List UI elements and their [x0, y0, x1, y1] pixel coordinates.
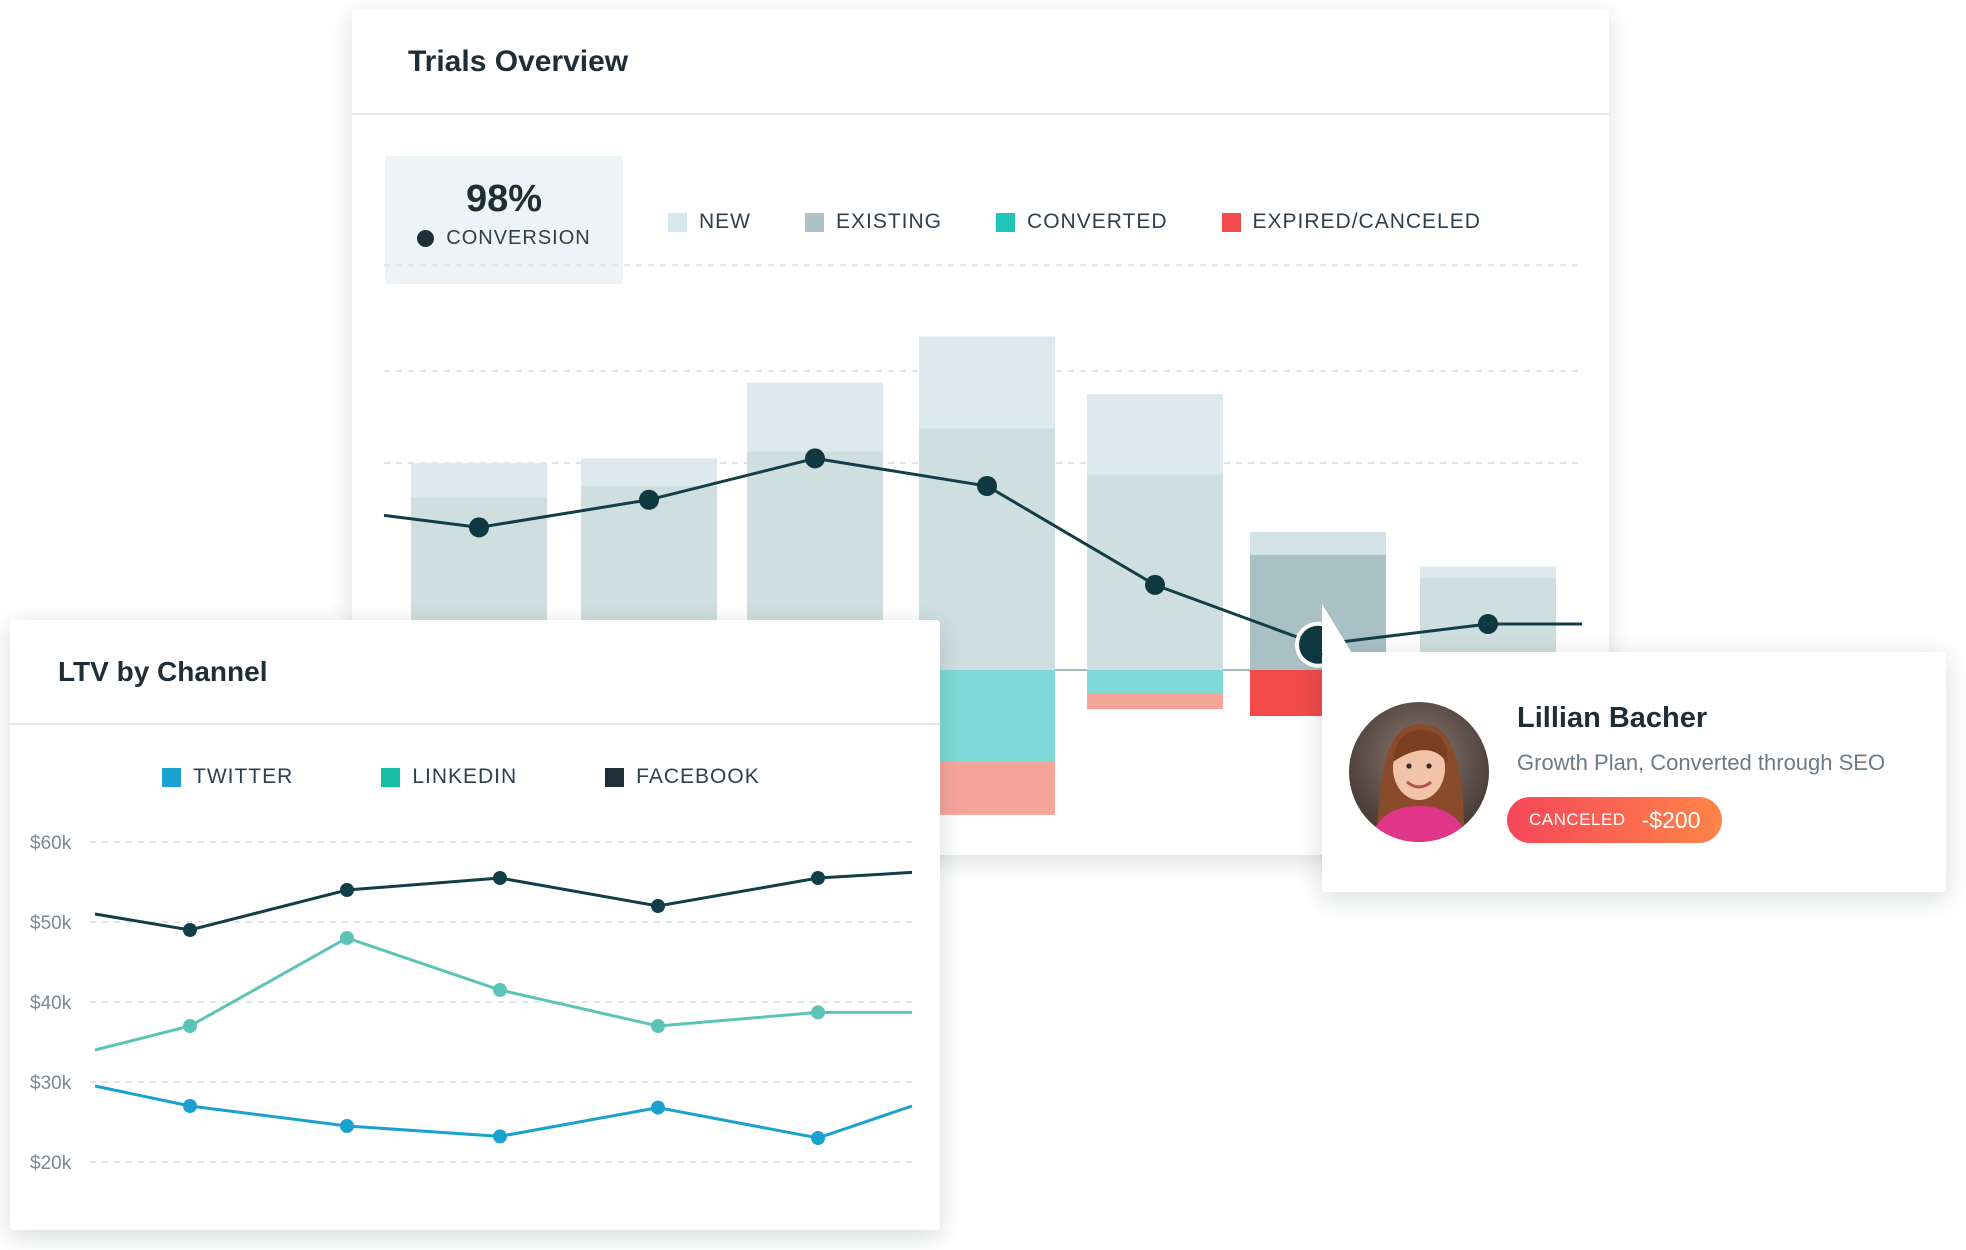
- status-amount: -$200: [1641, 806, 1701, 833]
- bar-new-6: [1250, 532, 1386, 555]
- legend-label-expired: EXPIRED/CANCELED: [1252, 210, 1481, 233]
- legend-label-twitter: TWITTER: [193, 765, 294, 788]
- customer-popover[interactable]: Lillian Bacher Growth Plan, Converted th…: [1322, 652, 1946, 892]
- legend-swatch-converted: [996, 212, 1016, 232]
- customer-name: Lillian Bacher: [1517, 702, 1708, 734]
- conversion-point-5: [1145, 574, 1165, 595]
- ltv-tick-label: $20k: [30, 1153, 72, 1174]
- ltv-point-twitter: [493, 1129, 507, 1144]
- conversion-value: 98%: [465, 178, 543, 220]
- legend-label-converted: CONVERTED: [1027, 210, 1168, 233]
- ltv-point-twitter: [811, 1131, 825, 1145]
- ltv-tick-label: $60k: [30, 833, 72, 854]
- conversion-kpi: 98% CONVERSION: [385, 156, 623, 284]
- bar-converted-5: [1087, 670, 1223, 693]
- conversion-point-1: [469, 517, 489, 538]
- bar-new-1: [411, 463, 547, 498]
- canceled-status-badge: CANCELED -$200: [1507, 797, 1723, 843]
- ltv-by-channel-card: LTV by Channel TWITTER LINKEDIN FACEBOOK…: [10, 620, 940, 1230]
- conversion-point-3: [805, 448, 825, 469]
- legend-item-existing[interactable]: EXISTING: [805, 210, 942, 234]
- ltv-tick-label: $50k: [30, 913, 72, 934]
- bar-new-3: [747, 382, 883, 452]
- legend-label-facebook: FACEBOOK: [636, 765, 760, 788]
- legend-label-new: NEW: [699, 210, 751, 233]
- ltv-point-linkedin: [651, 1019, 665, 1033]
- legend-item-linkedin[interactable]: LINKEDIN: [381, 765, 517, 789]
- ltv-card-title: LTV by Channel: [58, 655, 268, 687]
- legend-item-new[interactable]: NEW: [668, 210, 751, 234]
- ltv-point-facebook: [340, 883, 354, 897]
- ltv-point-linkedin: [340, 931, 354, 945]
- legend-item-twitter[interactable]: TWITTER: [162, 765, 293, 789]
- avatar-portrait-icon: [1349, 702, 1489, 842]
- ltv-tick-label: $40k: [30, 993, 72, 1014]
- ltv-point-facebook: [493, 871, 507, 885]
- bar-converted-4: [919, 670, 1055, 762]
- conversion-point-2: [639, 489, 659, 510]
- ltv-point-facebook: [183, 923, 197, 937]
- trials-card-title: Trials Overview: [408, 44, 629, 78]
- bar-expired-5: [1087, 693, 1223, 710]
- legend-swatch-existing: [805, 212, 824, 232]
- bar-new-4: [919, 336, 1055, 429]
- legend-swatch-twitter: [162, 767, 181, 787]
- ltv-tick-label: $30k: [30, 1073, 72, 1094]
- ltv-point-twitter: [183, 1099, 197, 1113]
- bar-new-2: [581, 458, 717, 486]
- legend-swatch-facebook: [605, 767, 625, 787]
- legend-swatch-expired: [1221, 212, 1241, 232]
- conversion-point-7: [1478, 614, 1498, 634]
- conversion-label: CONVERSION: [446, 227, 591, 249]
- legend-item-facebook[interactable]: FACEBOOK: [605, 765, 760, 789]
- legend-item-expired-canceled[interactable]: EXPIRED/CANCELED: [1221, 210, 1481, 234]
- trials-card-header: Trials Overview: [352, 10, 1609, 115]
- ltv-point-twitter: [340, 1119, 354, 1133]
- ltv-line-twitter: [94, 1084, 913, 1140]
- customer-avatar: [1349, 702, 1489, 842]
- legend-label-existing: EXISTING: [836, 210, 943, 233]
- ltv-point-linkedin: [183, 1019, 197, 1033]
- bar-expired-4: [919, 762, 1055, 815]
- ltv-chart: $60k $50k $40k $30k $20k: [30, 833, 913, 1174]
- ltv-point-linkedin: [811, 1005, 825, 1020]
- bar-new-5: [1087, 394, 1223, 475]
- bar-existing-4: [919, 428, 1055, 670]
- status-label: CANCELED: [1529, 810, 1626, 829]
- ltv-legend: TWITTER LINKEDIN FACEBOOK: [162, 765, 848, 789]
- conversion-label-row: CONVERSION: [385, 227, 623, 250]
- trials-legend: NEW EXISTING CONVERTED EXPIRED/CANCELED: [668, 210, 1535, 234]
- conversion-point-4: [977, 476, 997, 496]
- ltv-point-facebook: [811, 871, 825, 885]
- bar-new-7: [1420, 566, 1556, 578]
- ltv-point-twitter: [651, 1100, 665, 1115]
- conversion-dot-icon: [417, 230, 435, 247]
- ltv-point-facebook: [651, 899, 665, 913]
- bar-existing-5: [1087, 474, 1223, 670]
- ltv-card-header: LTV by Channel: [10, 620, 940, 725]
- legend-swatch-new: [668, 212, 687, 232]
- legend-swatch-linkedin: [381, 767, 401, 787]
- legend-label-linkedin: LINKEDIN: [412, 765, 518, 788]
- customer-plan: Growth Plan, Converted through SEO: [1517, 750, 1886, 775]
- legend-item-converted[interactable]: CONVERTED: [996, 210, 1167, 234]
- ltv-point-linkedin: [493, 983, 507, 997]
